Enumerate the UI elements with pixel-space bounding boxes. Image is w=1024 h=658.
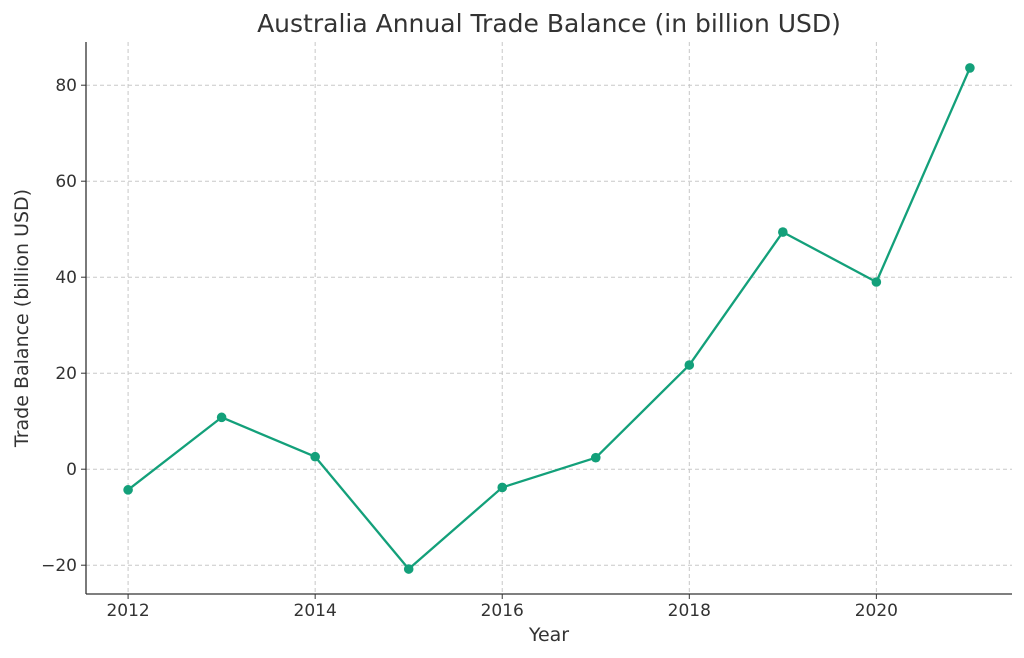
x-tick-label: 2016 [481,601,524,621]
data-point [590,452,601,463]
y-tick-label: 80 [55,76,77,96]
x-tick-label: 2020 [855,601,898,621]
data-point [778,227,788,237]
data-point [965,63,975,73]
data-point [216,412,227,423]
x-tick-label: 2018 [668,601,711,621]
y-tick-label: −20 [41,556,77,576]
series-layer [123,63,975,574]
y-tick-label: 60 [55,172,77,192]
x-tick-label: 2014 [294,601,337,621]
y-axis-ticks: −20 0 20 40 60 80 [41,76,86,576]
y-axis-label: Trade Balance (billion USD) [11,189,33,448]
x-axis-label: Year [528,624,569,646]
y-tick-label: 20 [55,364,77,384]
x-axis-ticks: 2012 2014 2016 2018 2020 [106,594,898,621]
x-tick-label: 2012 [106,601,149,621]
series-line [127,67,971,571]
y-tick-label: 40 [55,268,77,288]
data-point [123,485,133,495]
data-point [403,564,414,574]
data-point [310,451,320,462]
data-point [497,482,508,493]
data-point [684,360,695,370]
data-point [871,277,882,287]
chart-title: Australia Annual Trade Balance (in billi… [257,9,841,38]
y-tick-label: 0 [66,460,77,480]
grid [86,42,1012,594]
